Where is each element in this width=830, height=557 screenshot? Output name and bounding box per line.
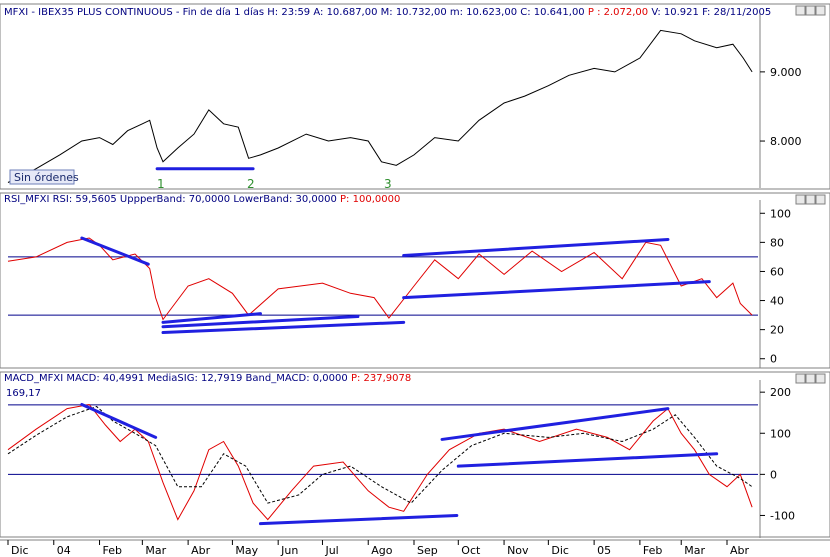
x-tick-label-8: Ago bbox=[371, 544, 393, 557]
x-tick-label-1: 04 bbox=[57, 544, 71, 557]
minimize-button[interactable] bbox=[795, 5, 806, 16]
annotation-3: 3 bbox=[384, 177, 392, 191]
rsi-trendline-1[interactable] bbox=[161, 312, 262, 324]
x-tick-label-16: Abr bbox=[730, 544, 750, 557]
rsi-minimize-button[interactable] bbox=[795, 194, 806, 205]
rsi-trendline-4[interactable] bbox=[402, 237, 670, 257]
annotation-1: 1 bbox=[157, 177, 165, 191]
macd-ytick-label-2: 0 bbox=[770, 468, 777, 481]
x-tick-label-9: Sep bbox=[417, 544, 438, 557]
macd-minimize-button[interactable] bbox=[795, 373, 806, 384]
macd-trendline-0[interactable] bbox=[80, 402, 158, 439]
price-panel: MFXI - IBEX35 PLUS CONTINUOUS - Fin de d… bbox=[0, 3, 830, 191]
rsi-trendline-5[interactable] bbox=[402, 280, 711, 300]
price-ytick-label-1: 8.000 bbox=[770, 135, 802, 148]
x-tick-label-10: Oct bbox=[461, 544, 481, 557]
rsi-panel: 100 80 60 40 20 0 bbox=[0, 192, 830, 369]
price-y-axis: 9.000 8.000 bbox=[759, 14, 802, 188]
rsi-ytick-label-3: 40 bbox=[770, 295, 784, 308]
x-tick-label-14: Feb bbox=[643, 544, 662, 557]
macd-header-highlight: P: 237,9078 bbox=[351, 373, 411, 384]
no-orders-badge[interactable] bbox=[9, 169, 75, 185]
x-tick-label-2: Feb bbox=[103, 544, 122, 557]
macd-header-fields: MACD: 40,4991 MediaSIG: 12,7919 Band_MAC… bbox=[66, 373, 351, 384]
rsi-header-text: RSI_MFXI RSI: 59,5605 UppperBand: 70,000… bbox=[4, 194, 400, 205]
x-tick-label-13: 05 bbox=[597, 544, 611, 557]
x-tick-label-12: Dic bbox=[551, 544, 569, 557]
no-orders-label: Sin órdenes bbox=[14, 171, 79, 184]
rsi-ytick-label-1: 80 bbox=[770, 236, 784, 249]
price-window-buttons[interactable] bbox=[795, 5, 826, 16]
rsi-trendline-2[interactable] bbox=[161, 320, 406, 335]
rsi-maximize-button[interactable] bbox=[805, 194, 816, 205]
macd-ytick-label-1: 100 bbox=[770, 427, 791, 440]
rsi-plot bbox=[7, 236, 758, 335]
price-header-tail: V: 10.921 F: 28/11/2005 bbox=[651, 7, 771, 18]
rsi-title: RSI_MFXI bbox=[4, 194, 53, 205]
rsi-y-axis: 100 80 60 40 20 0 bbox=[759, 200, 791, 368]
macd-series-0 bbox=[7, 403, 753, 521]
price-plot bbox=[7, 29, 753, 183]
rsi-header-highlight: P: 100,0000 bbox=[340, 194, 400, 205]
close-button[interactable] bbox=[815, 5, 826, 16]
x-tick-label-5: May bbox=[235, 544, 258, 557]
price-title: MFXI - IBEX35 PLUS CONTINUOUS - Fin de d… bbox=[4, 6, 264, 18]
rsi-header-fields: RSI: 59,5605 UppperBand: 70,0000 LowerBa… bbox=[53, 194, 340, 205]
rsi-ytick-label-0: 100 bbox=[770, 207, 791, 220]
rsi-close-button[interactable] bbox=[815, 194, 826, 205]
x-tick-label-0: Dic bbox=[11, 544, 29, 557]
macd-ytick-label-0: 200 bbox=[770, 386, 791, 399]
macd-trendline-1[interactable] bbox=[258, 513, 459, 526]
maximize-button[interactable] bbox=[805, 5, 816, 16]
macd-header-text: MACD_MFXI MACD: 40,4991 MediaSIG: 12,791… bbox=[4, 373, 411, 384]
price-header-highlight: P : 2.072,00 bbox=[588, 7, 651, 18]
rsi-ytick-label-2: 60 bbox=[770, 265, 784, 278]
x-tick-label-15: Mar bbox=[684, 544, 705, 557]
rsi-window-buttons[interactable] bbox=[795, 194, 826, 205]
macd-trendline-3[interactable] bbox=[456, 452, 719, 468]
macd-ytick-label-3: -100 bbox=[770, 509, 795, 522]
macd-plot bbox=[7, 402, 758, 526]
macd-panel: 200 100 0 -100 169,17 bbox=[0, 371, 830, 538]
price-header: MFXI - IBEX35 PLUS CONTINUOUS - Fin de d… bbox=[4, 6, 771, 18]
rsi-ytick-label-4: 20 bbox=[770, 324, 784, 337]
macd-title: MACD_MFXI bbox=[4, 373, 66, 384]
x-tick-label-11: Nov bbox=[507, 544, 529, 557]
macd-y-axis: 200 100 0 -100 bbox=[759, 380, 795, 538]
macd-maximize-button[interactable] bbox=[805, 373, 816, 384]
price-series-0 bbox=[7, 29, 753, 183]
x-tick-label-6: Jun bbox=[280, 544, 298, 557]
macd-corner-label: 169,17 bbox=[6, 388, 41, 399]
x-tick-label-7: Jul bbox=[324, 544, 338, 557]
x-axis: Dic 04 Feb Mar Abr May Jun Jul Ago Sep Oct Nov Dic 05… bbox=[0, 539, 830, 557]
rsi-trendline-0[interactable] bbox=[80, 236, 150, 266]
x-tick-label-4: Abr bbox=[191, 544, 211, 557]
macd-window-buttons[interactable] bbox=[795, 373, 826, 384]
rsi-trendline-3[interactable] bbox=[161, 315, 360, 329]
annotation-2: 2 bbox=[247, 177, 255, 191]
macd-close-button[interactable] bbox=[815, 373, 826, 384]
rsi-ytick-label-5: 0 bbox=[770, 353, 777, 366]
x-tick-label-3: Mar bbox=[145, 544, 166, 557]
price-ytick-label-0: 9.000 bbox=[770, 66, 802, 79]
rsi-series-0 bbox=[7, 237, 753, 321]
macd-trendline-2[interactable] bbox=[440, 407, 670, 441]
